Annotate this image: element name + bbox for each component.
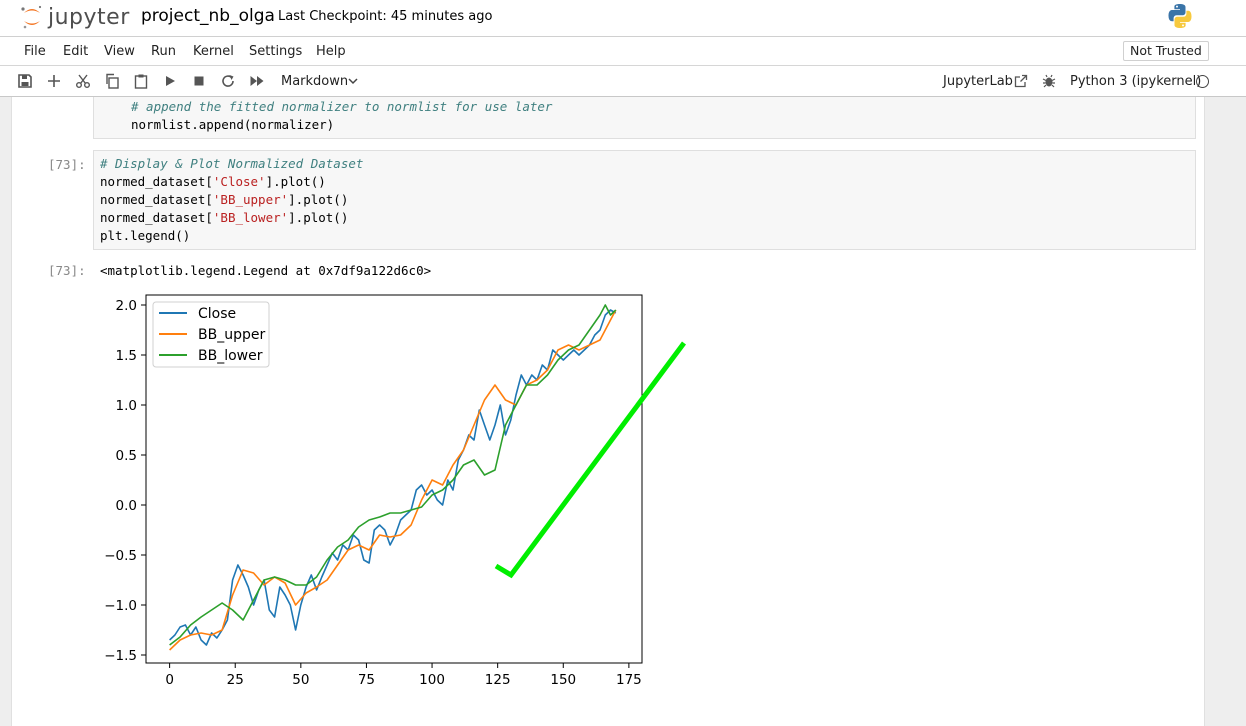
add-cell-icon[interactable]: [46, 73, 62, 89]
menu-settings[interactable]: Settings: [249, 44, 303, 59]
cell-type-select[interactable]: Markdown: [281, 74, 349, 89]
code-text: ].plot(): [265, 174, 326, 189]
line-chart: 0 25 50 75 100 125 150 175 −1.5 −1.0 −0.5 0.0 0.5 1.0…: [104, 294, 687, 688]
code-comment: # append the fitted normalizer to normli…: [131, 99, 553, 114]
code-line: # append the fitted normalizer to normli…: [131, 98, 552, 116]
legend-label: Close: [198, 306, 236, 322]
checkmark-annotation: [494, 341, 687, 579]
y-tick-label: 1.0: [116, 398, 137, 414]
chevron-down-icon[interactable]: [348, 77, 358, 85]
notebook-toolbar: Markdown JupyterLab Python 3 (ipykernel): [0, 66, 1246, 97]
series-line-bb-lower: [169, 304, 617, 646]
menu-run[interactable]: Run: [151, 44, 176, 59]
x-tick-label: 100: [419, 672, 445, 688]
restart-icon[interactable]: [220, 73, 236, 89]
menu-bar: File Edit View Run Kernel Settings Help …: [0, 37, 1246, 66]
code-line: normlist.append(normalizer): [131, 117, 335, 132]
x-tick-label: 75: [358, 672, 375, 688]
code-line: normed_dataset['BB_upper'].plot(): [100, 191, 348, 209]
jupyterlab-link[interactable]: JupyterLab: [943, 74, 1013, 89]
code-comment: # Display & Plot Normalized Dataset: [100, 156, 364, 171]
copy-icon[interactable]: [104, 73, 120, 89]
code-text: ].plot(): [288, 192, 349, 207]
y-tick-label: 1.5: [116, 348, 137, 364]
output-text: <matplotlib.legend.Legend at 0x7df9a122d…: [100, 263, 432, 278]
fast-forward-icon[interactable]: [249, 73, 265, 89]
notebook-panel[interactable]: # append the fitted normalizer to normli…: [11, 97, 1205, 726]
menu-edit[interactable]: Edit: [63, 44, 89, 59]
x-tick-label: 50: [292, 672, 309, 688]
code-line: normed_dataset['BB_lower'].plot(): [100, 209, 348, 227]
code-line: normed_dataset['Close'].plot(): [100, 173, 326, 191]
code-line: # Display & Plot Normalized Dataset: [100, 155, 363, 173]
jupyter-logo[interactable]: jupyter: [20, 2, 130, 32]
checkpoint-status: Last Checkpoint: 45 minutes ago: [278, 9, 493, 24]
cut-icon[interactable]: [75, 73, 91, 89]
debugger-bug-icon[interactable]: [1042, 74, 1056, 88]
output-prompt: [73]:: [48, 263, 86, 278]
series-line-close: [169, 309, 617, 646]
code-text: normed_dataset[: [100, 192, 213, 207]
x-tick-label: 0: [165, 672, 174, 688]
y-tick-label: −0.5: [104, 548, 137, 564]
y-tick-label: −1.0: [104, 598, 137, 614]
code-cell[interactable]: # Display & Plot Normalized Dataset norm…: [93, 150, 1196, 250]
stop-icon[interactable]: [191, 73, 207, 89]
x-tick-label: 150: [550, 672, 576, 688]
x-tick-label: 25: [227, 672, 244, 688]
menu-view[interactable]: View: [104, 44, 135, 59]
plot-layer: 0 25 50 75 100 125 150 175 −1.5 −1.0 −0.5 0.0 0.5 1.0…: [104, 294, 687, 688]
kernel-status-icon: [1196, 75, 1209, 88]
external-link-icon[interactable]: [1014, 74, 1028, 88]
previous-code-cell[interactable]: # append the fitted normalizer to normli…: [93, 97, 1196, 139]
code-string: 'Close': [212, 174, 266, 189]
trust-status-button[interactable]: Not Trusted: [1123, 41, 1209, 61]
code-string: 'BB_upper': [212, 192, 289, 207]
code-text: ].plot(): [288, 210, 349, 225]
top-bar: jupyter project_nb_olga Last Checkpoint:…: [0, 0, 1246, 37]
series-line-bb-upper: [169, 309, 617, 651]
menu-kernel[interactable]: Kernel: [193, 44, 234, 59]
code-line: plt.legend(): [100, 228, 191, 243]
y-tick-label: 2.0: [116, 298, 137, 314]
x-tick-label: 125: [485, 672, 511, 688]
code-string: 'BB_lower': [212, 210, 289, 225]
code-text: normed_dataset[: [100, 174, 213, 189]
run-icon[interactable]: [162, 73, 178, 89]
x-tick-label: 175: [616, 672, 642, 688]
menu-file[interactable]: File: [24, 44, 46, 59]
y-tick-label: −1.5: [104, 648, 137, 664]
app-name: jupyter: [48, 4, 130, 30]
legend-label: BB_lower: [198, 348, 263, 364]
legend-label: BB_upper: [198, 327, 265, 343]
input-prompt: [73]:: [48, 157, 86, 172]
code-text: normed_dataset[: [100, 210, 213, 225]
save-icon[interactable]: [17, 73, 33, 89]
python-logo-icon: [1168, 4, 1192, 28]
y-tick-label: 0.5: [116, 448, 137, 464]
kernel-name[interactable]: Python 3 (ipykernel): [1070, 74, 1202, 89]
jupyter-logo-icon: [21, 5, 42, 29]
menu-help[interactable]: Help: [316, 44, 346, 59]
notebook-title[interactable]: project_nb_olga: [141, 6, 275, 26]
legend-box: [152, 301, 270, 368]
y-tick-label: 0.0: [116, 498, 137, 514]
paste-icon[interactable]: [133, 73, 149, 89]
